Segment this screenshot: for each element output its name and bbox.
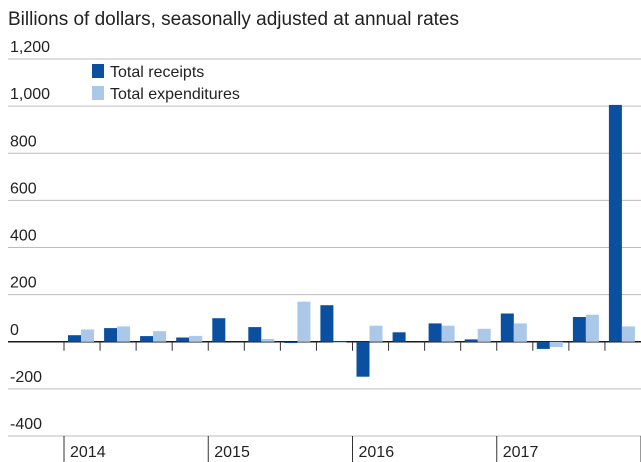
legend: Total receipts Total expenditures — [92, 64, 240, 103]
y-tick-label: 0 — [10, 322, 19, 339]
bar-receipts — [572, 317, 586, 342]
legend-swatch — [92, 64, 104, 78]
bar-expenditures — [369, 325, 383, 342]
y-tick-label: -400 — [10, 416, 42, 433]
chart-title: Billions of dollars, seasonally adjusted… — [8, 9, 459, 30]
gridlines — [8, 58, 641, 437]
x-year-label: 2014 — [70, 444, 106, 461]
bar-receipts — [608, 104, 622, 342]
y-tick-label: 1,000 — [10, 86, 50, 103]
bar-expenditures — [189, 335, 203, 342]
x-year-label: 2017 — [503, 444, 539, 461]
legend-label: Total receipts — [110, 64, 204, 81]
bar-expenditures — [333, 341, 347, 343]
bar-receipts — [392, 332, 406, 342]
bar-receipts — [284, 341, 298, 343]
bars — [68, 104, 635, 377]
bar-expenditures — [153, 331, 167, 342]
bar-expenditures — [261, 338, 275, 342]
y-tick-label: 200 — [10, 275, 37, 292]
y-tick-label: -200 — [10, 369, 42, 386]
y-tick-label: 400 — [10, 228, 37, 245]
bar-receipts — [464, 339, 478, 342]
x-year-label: 2016 — [359, 444, 395, 461]
bar-expenditures — [297, 301, 311, 342]
legend-swatch — [92, 86, 104, 100]
bar-expenditures — [621, 326, 635, 342]
bar-receipts — [500, 313, 514, 342]
bar-expenditures — [477, 328, 491, 342]
bar-receipts — [68, 335, 81, 342]
bar-expenditures — [585, 314, 599, 342]
bar-expenditures — [81, 329, 94, 342]
bar-expenditures — [513, 323, 527, 342]
bar-receipts — [356, 341, 370, 377]
bar-receipts — [140, 336, 154, 342]
x-axis: 2014 2015 2016 2017 — [63, 341, 641, 462]
bar-receipts — [428, 323, 442, 342]
y-axis-labels: 1,200 1,000 800 600 400 200 0 -200 -400 — [10, 39, 50, 433]
x-year-label: 2015 — [214, 444, 250, 461]
y-tick-label: 600 — [10, 180, 37, 197]
bar-receipts — [212, 318, 226, 342]
bar-receipts — [104, 328, 118, 342]
y-tick-label: 800 — [10, 133, 37, 150]
bar-expenditures — [441, 325, 455, 342]
bar-expenditures — [117, 326, 131, 342]
bar-receipts — [248, 327, 262, 342]
bar-receipts — [176, 337, 190, 342]
bar-receipts — [320, 305, 334, 342]
bar-expenditures — [549, 341, 563, 347]
y-tick-label: 1,200 — [10, 39, 50, 56]
legend-label: Total expenditures — [110, 86, 240, 103]
bar-receipts — [536, 341, 550, 349]
